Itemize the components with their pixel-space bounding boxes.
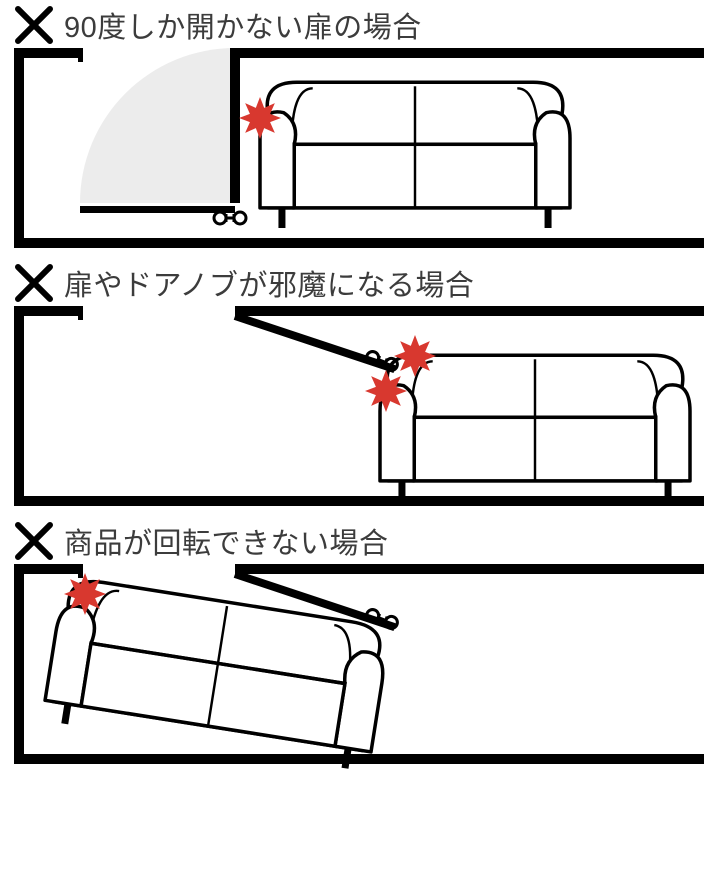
panel-heading: 商品が回転できない場合 xyxy=(0,516,708,564)
sofa-icon xyxy=(380,355,690,501)
floorplan-diagram xyxy=(0,48,708,258)
floorplan-diagram xyxy=(0,564,708,774)
diagram-area xyxy=(0,306,708,516)
cross-icon xyxy=(14,263,54,303)
diagram-area xyxy=(0,48,708,258)
panel-heading: 扉やドアノブが邪魔になる場合 xyxy=(0,258,708,306)
diagram-panel-case3: 商品が回転できない場合 xyxy=(0,516,708,774)
impact-icon xyxy=(239,97,281,139)
cross-icon xyxy=(14,5,54,45)
impact-icon xyxy=(64,573,106,615)
floorplan-diagram xyxy=(0,306,708,516)
impact-icon xyxy=(365,370,407,412)
panel-heading: 90度しか開かない扉の場合 xyxy=(0,0,708,48)
diagram-area xyxy=(0,564,708,774)
panel-title: 商品が回転できない場合 xyxy=(64,520,389,562)
cross-icon xyxy=(14,521,54,561)
impact-icon xyxy=(394,335,436,377)
sofa-icon xyxy=(260,82,570,228)
door-knob-icon xyxy=(214,212,246,224)
panel-title: 扉やドアノブが邪魔になる場合 xyxy=(64,262,474,304)
panel-title: 90度しか開かない扉の場合 xyxy=(64,4,422,46)
diagram-panel-case2: 扉やドアノブが邪魔になる場合 xyxy=(0,258,708,516)
diagram-panel-case1: 90度しか開かない扉の場合 xyxy=(0,0,708,258)
